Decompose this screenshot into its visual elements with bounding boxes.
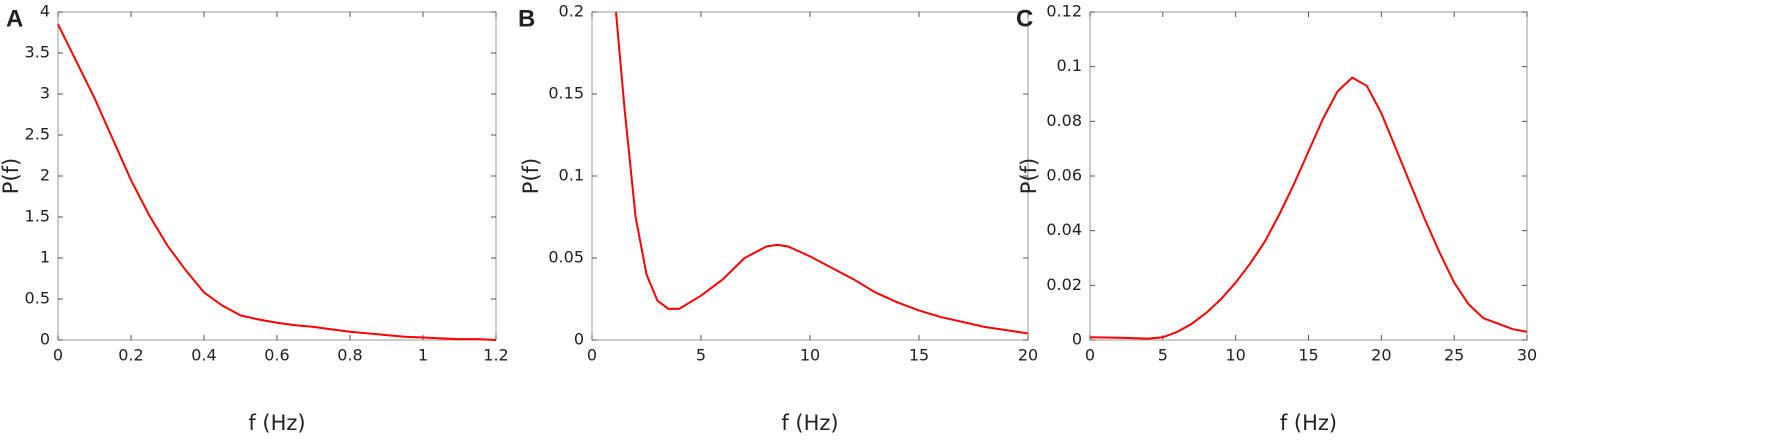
y-tick-label: 0.02 <box>1046 275 1082 294</box>
x-tick-label: 10 <box>800 346 820 365</box>
y-tick-label: 0.15 <box>548 84 584 103</box>
y-tick-label: 3.5 <box>25 43 50 62</box>
y-tick-label: 0.05 <box>548 248 584 267</box>
y-tick-label: 0.12 <box>1046 2 1082 21</box>
x-tick-label: 20 <box>1371 346 1391 365</box>
y-tick-label: 2.5 <box>25 125 50 144</box>
x-tick-label: 0.2 <box>118 346 143 365</box>
panel-label: B <box>518 5 535 32</box>
panel-label: A <box>6 5 23 32</box>
x-tick-label: 20 <box>1018 346 1038 365</box>
x-tick-label: 0 <box>587 346 597 365</box>
y-tick-label: 2 <box>40 166 50 185</box>
x-tick-label: 5 <box>696 346 706 365</box>
y-tick-label: 0 <box>40 330 50 349</box>
y-tick-label: 0 <box>1072 330 1082 349</box>
x-axis-label: f (Hz) <box>781 411 838 435</box>
y-tick-label: 1.5 <box>25 207 50 226</box>
data-line <box>57 23 497 341</box>
y-tick-label: 0.06 <box>1046 166 1082 185</box>
y-axis-label: P(f) <box>0 158 23 194</box>
x-tick-label: 0.6 <box>264 346 289 365</box>
y-tick-label: 0.1 <box>1057 56 1082 75</box>
y-tick-label: 0.04 <box>1046 220 1082 239</box>
plot-frame <box>1089 11 1528 341</box>
x-tick-label: 5 <box>1158 346 1168 365</box>
y-tick-label: 0.5 <box>25 289 50 308</box>
y-tick-label: 3 <box>40 84 50 103</box>
x-tick-label: 10 <box>1225 346 1245 365</box>
x-tick-label: 15 <box>909 346 929 365</box>
x-tick-label: 1 <box>418 346 428 365</box>
y-tick-label: 0.08 <box>1046 111 1082 130</box>
x-axis-label: f (Hz) <box>1280 411 1337 435</box>
data-line <box>1089 76 1528 340</box>
x-tick-label: 25 <box>1444 346 1464 365</box>
x-tick-label: 0 <box>53 346 63 365</box>
plot-frame <box>57 11 497 341</box>
x-axis-label: f (Hz) <box>248 411 305 435</box>
y-tick-label: 1 <box>40 248 50 267</box>
x-tick-label: 0 <box>1085 346 1095 365</box>
y-tick-label: 0 <box>574 330 584 349</box>
data-line <box>614 11 1029 335</box>
x-tick-label: 1.2 <box>483 346 508 365</box>
x-tick-label: 0.4 <box>191 346 216 365</box>
plot-frame <box>591 11 1029 341</box>
y-tick-label: 0.2 <box>559 2 584 21</box>
panel-label: C <box>1016 5 1033 32</box>
x-tick-label: 30 <box>1517 346 1537 365</box>
x-tick-label: 0.8 <box>337 346 362 365</box>
y-axis-label: P(f) <box>519 158 543 194</box>
y-tick-label: 0.1 <box>559 166 584 185</box>
y-tick-label: 4 <box>40 2 50 21</box>
x-tick-label: 15 <box>1298 346 1318 365</box>
y-axis-label: P(f) <box>1017 158 1041 194</box>
